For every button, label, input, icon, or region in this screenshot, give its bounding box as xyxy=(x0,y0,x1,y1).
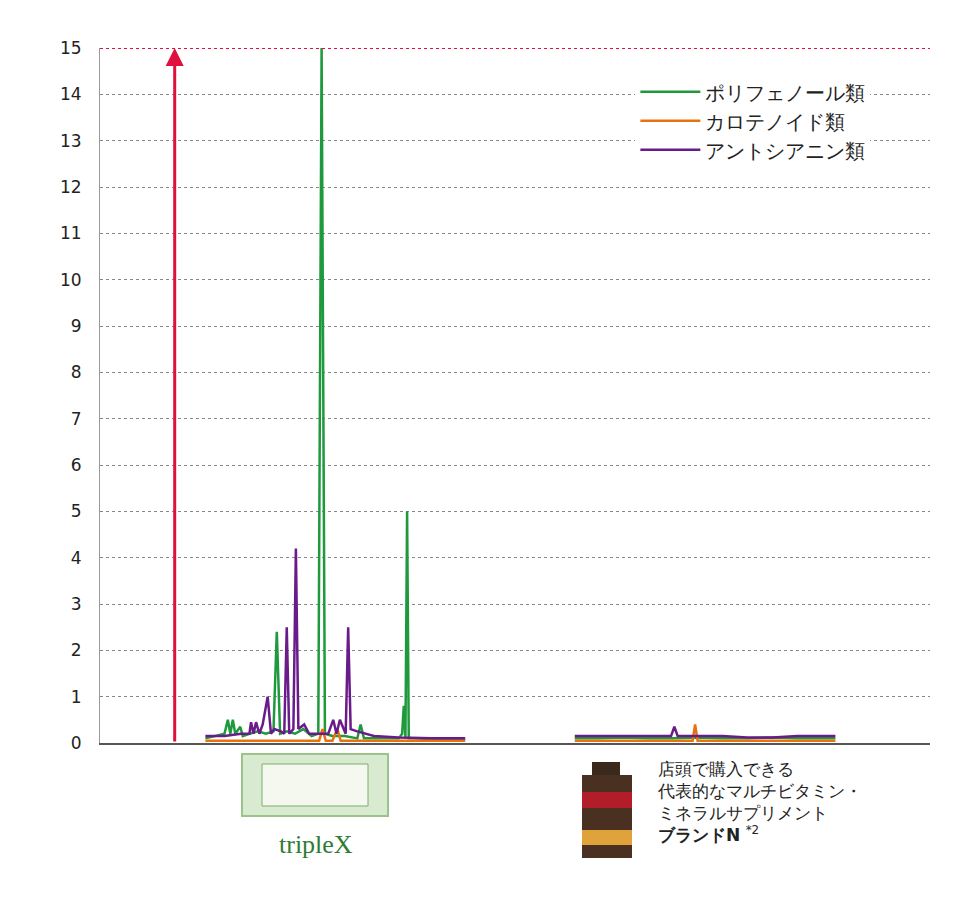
svg-text:7: 7 xyxy=(71,409,82,429)
svg-text:1: 1 xyxy=(71,687,82,707)
svg-text:0: 0 xyxy=(71,733,82,753)
svg-text:4: 4 xyxy=(71,548,82,568)
svg-text:14: 14 xyxy=(60,84,82,104)
svg-text:15: 15 xyxy=(60,38,82,58)
svg-text:店頭で購入できる代表的なマルチビタミン・ミネラルサプリメント: 店頭で購入できる代表的なマルチビタミン・ミネラルサプリメントブランドN ​*2​ xyxy=(657,759,862,845)
svg-text:10: 10 xyxy=(60,270,82,290)
svg-text:tripleX: tripleX xyxy=(279,830,353,859)
svg-text:11: 11 xyxy=(60,223,82,243)
svg-text:3: 3 xyxy=(71,594,82,614)
svg-text:6: 6 xyxy=(71,455,82,475)
svg-text:9: 9 xyxy=(71,316,82,336)
svg-text:2: 2 xyxy=(71,640,82,660)
svg-text:13: 13 xyxy=(60,131,82,151)
svg-text:アントシアニン類: アントシアニン類 xyxy=(705,139,865,163)
svg-text:ポリフェノール類: ポリフェノール類 xyxy=(705,81,865,105)
svg-text:12: 12 xyxy=(60,177,82,197)
svg-text:カロテノイド類: カロテノイド類 xyxy=(705,110,845,134)
svg-text:8: 8 xyxy=(71,362,82,382)
svg-text:5: 5 xyxy=(71,501,82,521)
